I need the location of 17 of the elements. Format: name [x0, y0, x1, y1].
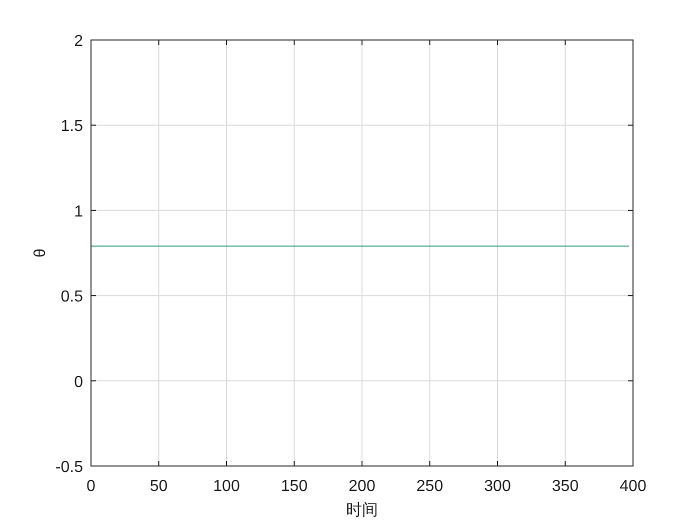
x-tick-label: 350	[552, 478, 579, 495]
x-tick-label: 100	[213, 478, 240, 495]
x-tick-label: 200	[348, 478, 376, 495]
y-tick-label: -0.5	[55, 459, 84, 476]
x-tick-label: 300	[484, 478, 511, 495]
y-tick-label: 0	[74, 374, 84, 391]
y-tick-label: 0.5	[60, 288, 84, 306]
x-tick-label: 150	[280, 478, 308, 495]
x-tick-label: 400	[620, 478, 646, 495]
y-tick-label: 1	[74, 203, 84, 220]
x-tick-label: 50	[150, 478, 168, 495]
x-tick-label: 0	[86, 478, 96, 495]
y-axis-title: θ	[32, 248, 49, 258]
y-tick-label: 1.5	[60, 118, 84, 136]
x-tick-label: 250	[416, 478, 444, 495]
x-axis-title: 时间	[346, 501, 378, 519]
y-tick-label: 2	[74, 33, 84, 50]
